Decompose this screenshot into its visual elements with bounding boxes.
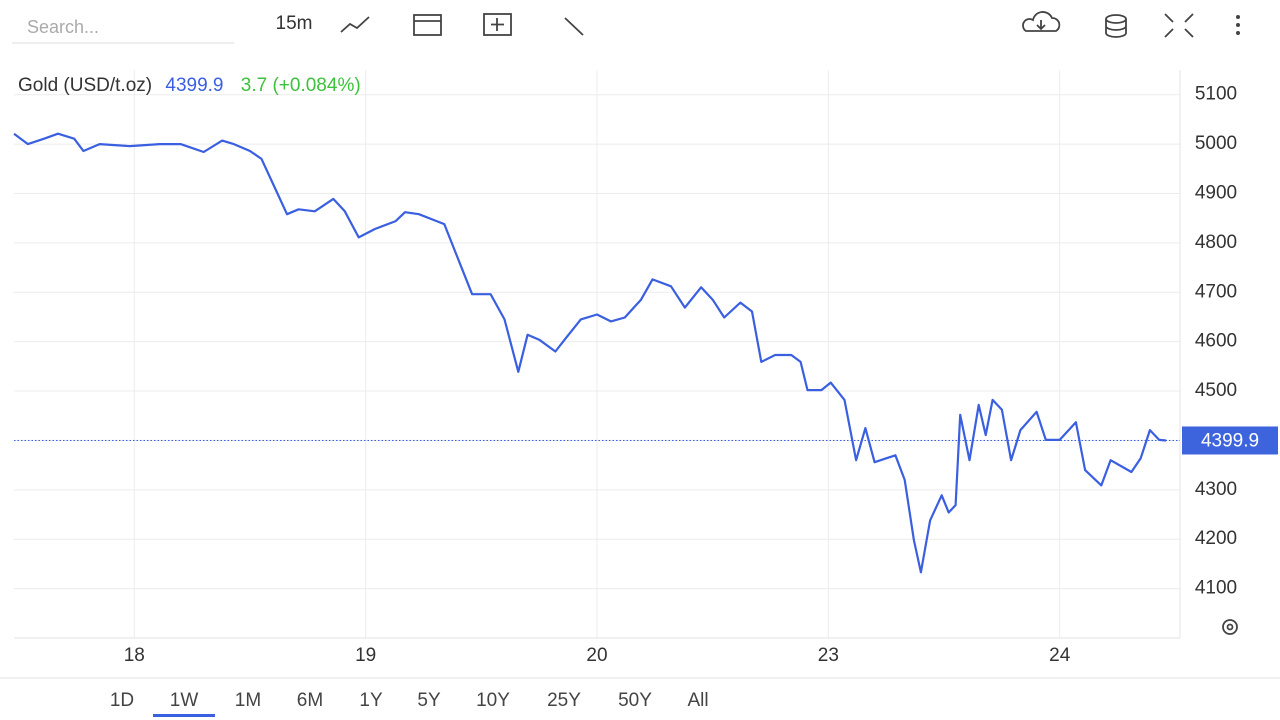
- chart-settings-icon-core: [1226, 623, 1234, 631]
- price-line: [13, 132, 1167, 574]
- y-tick-label: 4700: [1195, 281, 1237, 302]
- calendar-icon[interactable]: [413, 14, 442, 36]
- range-button[interactable]: All: [687, 690, 708, 711]
- y-tick-label: 4500: [1195, 380, 1237, 401]
- x-tick-label: 23: [818, 645, 839, 666]
- y-tick-label: 4100: [1195, 578, 1237, 599]
- settings-tool-icon[interactable]: [564, 17, 584, 36]
- range-button[interactable]: 1D: [110, 690, 134, 711]
- fullscreen-icon[interactable]: [1164, 13, 1194, 38]
- last-price-tag-label: 4399.9: [1201, 430, 1259, 451]
- y-tick-label: 5000: [1195, 133, 1237, 154]
- last-price: 4399.9: [165, 75, 223, 96]
- interval-button[interactable]: 15m: [276, 13, 313, 34]
- y-tick-label: 4300: [1195, 479, 1237, 500]
- range-button[interactable]: 5Y: [417, 690, 441, 711]
- y-tick-label: 4600: [1195, 331, 1237, 352]
- range-button[interactable]: 1W: [170, 690, 199, 711]
- add-icon[interactable]: [483, 13, 512, 36]
- search-box[interactable]: Search...: [27, 17, 99, 37]
- instrument-name: Gold (USD/t.oz): [18, 75, 152, 96]
- x-tick-label: 18: [124, 645, 145, 666]
- range-button[interactable]: 6M: [297, 690, 323, 711]
- x-tick-label: 24: [1049, 645, 1071, 666]
- x-tick-label: 20: [586, 645, 607, 666]
- legend-header: Gold (USD/t.oz) 4399.9 3.7 (+0.084%): [18, 75, 361, 96]
- range-button[interactable]: 25Y: [547, 690, 581, 711]
- download-icon[interactable]: [1022, 11, 1061, 32]
- add-icon-plus: [491, 18, 504, 31]
- menu-icon-dot: [1236, 31, 1240, 35]
- plot: 4100420043004400450046004700480049005000…: [13, 70, 1278, 666]
- toolbar-icons: [340, 11, 1240, 635]
- chart-type-icon[interactable]: [340, 16, 370, 33]
- range-button[interactable]: 10Y: [476, 690, 510, 711]
- chart-settings-icon[interactable]: [1222, 619, 1238, 635]
- database-icon-body: [1105, 19, 1127, 38]
- range-button[interactable]: 1Y: [359, 690, 383, 711]
- range-button[interactable]: 1M: [235, 690, 261, 711]
- x-tick-label: 19: [355, 645, 376, 666]
- range-selected-underline: [153, 714, 215, 717]
- last-price-tag: [1182, 426, 1278, 455]
- y-tick-label: 4900: [1195, 182, 1237, 203]
- y-tick-label: 4800: [1195, 232, 1237, 253]
- menu-icon[interactable]: [1236, 15, 1240, 19]
- menu-icon-dot: [1236, 23, 1240, 27]
- price-change: 3.7 (+0.084%): [241, 75, 361, 96]
- database-icon[interactable]: [1105, 14, 1127, 24]
- y-tick-label: 4200: [1195, 528, 1237, 549]
- range-button[interactable]: 50Y: [618, 690, 652, 711]
- y-tick-label: 5100: [1195, 84, 1237, 105]
